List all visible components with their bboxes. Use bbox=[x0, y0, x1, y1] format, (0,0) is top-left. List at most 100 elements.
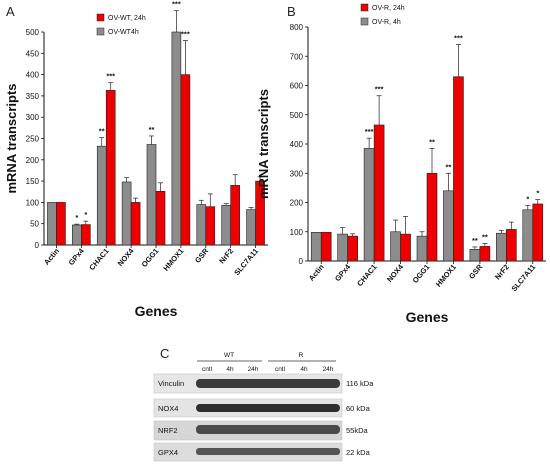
significance-label: ** bbox=[149, 125, 155, 134]
x-tick-label: Actin bbox=[42, 246, 61, 266]
significance-label: *** bbox=[106, 72, 115, 81]
y-tick-label: 200 bbox=[26, 156, 40, 165]
x-tick-label: OGG1 bbox=[411, 263, 432, 285]
lane-label: cntl bbox=[275, 366, 286, 373]
lane-label: 4h bbox=[300, 366, 308, 373]
blot-row-nox4: NOX4 60 kDa bbox=[153, 398, 371, 418]
bar bbox=[426, 172, 438, 262]
blot-protein-label: GPX4 bbox=[158, 448, 178, 457]
y-tick-label: 300 bbox=[290, 169, 304, 178]
bar bbox=[121, 181, 132, 246]
y-tick-label: 500 bbox=[26, 28, 40, 37]
bar bbox=[221, 205, 231, 246]
x-tick-label: SLC7A11 bbox=[232, 247, 260, 278]
significance-label: ** bbox=[446, 162, 452, 171]
legend-label: OV-R, 24h bbox=[372, 5, 405, 12]
bar bbox=[246, 209, 256, 246]
bar bbox=[390, 231, 401, 262]
y-tick-label: 700 bbox=[290, 52, 304, 61]
significance-label: *** bbox=[454, 34, 463, 43]
western-blot: WT R cntl 4h 24h cntl 4h 24h Vinculin 11… bbox=[153, 352, 374, 462]
y-tick-label: 250 bbox=[26, 135, 40, 144]
x-tick-label: NOX4 bbox=[116, 246, 137, 268]
x-tick-label: CHAC1 bbox=[87, 247, 111, 273]
bar bbox=[320, 232, 332, 262]
bar bbox=[56, 202, 66, 246]
significance-label: *** bbox=[172, 0, 181, 9]
bar bbox=[400, 233, 411, 262]
bar bbox=[180, 74, 191, 246]
x-axis-label: Genes bbox=[135, 303, 178, 319]
bar bbox=[105, 90, 116, 246]
legend-swatch bbox=[360, 17, 369, 26]
bar bbox=[47, 202, 57, 246]
y-tick-label: 300 bbox=[26, 113, 40, 122]
y-axis-label: mRNA transcripts bbox=[4, 83, 19, 193]
y-tick-label: 50 bbox=[30, 220, 39, 229]
x-tick-label: CHAC1 bbox=[355, 263, 379, 289]
bar bbox=[81, 224, 91, 246]
blot-protein-label: Vinculin bbox=[158, 379, 184, 388]
bar bbox=[522, 209, 534, 262]
significance-label: ** bbox=[482, 232, 488, 241]
significance-label: * bbox=[526, 194, 529, 203]
bar bbox=[310, 232, 322, 262]
panel-letter-c: C bbox=[160, 346, 169, 361]
blot-row-vinculin: Vinculin 116 kDa bbox=[153, 373, 374, 394]
x-tick-label: GPx4 bbox=[67, 246, 87, 267]
blot-size-label: 116 kDa bbox=[346, 379, 374, 388]
bar bbox=[130, 202, 141, 246]
panel-letter-a: A bbox=[6, 4, 15, 19]
significance-label: *** bbox=[365, 127, 374, 136]
blot-protein-label: NRF2 bbox=[158, 426, 178, 435]
y-tick-label: 100 bbox=[290, 228, 304, 237]
blot-row-gpx4: GPX4 22 kDa bbox=[153, 442, 371, 462]
bar bbox=[443, 190, 454, 262]
bar bbox=[96, 145, 107, 246]
bar bbox=[479, 246, 491, 262]
legend-swatch bbox=[360, 3, 369, 12]
x-axis-label: Genes bbox=[406, 309, 449, 325]
bar bbox=[363, 148, 375, 262]
significance-label: * bbox=[536, 189, 539, 198]
blot-size-label: 60 kDa bbox=[346, 404, 371, 413]
lane-label: 24h bbox=[248, 366, 259, 373]
blot-group-r: R bbox=[299, 352, 304, 359]
chart-a: 0 50 100 150 200 250 300 350 400 450 500 mRNA trans… bbox=[4, 0, 268, 319]
x-tick-label: NrF2 bbox=[217, 247, 235, 266]
significance-label: *** bbox=[181, 30, 190, 39]
bar bbox=[146, 144, 157, 246]
significance-label: ** bbox=[472, 236, 478, 245]
y-tick-label: 400 bbox=[26, 71, 40, 80]
x-tick-label: SLC7A11 bbox=[510, 263, 538, 294]
bar bbox=[373, 124, 385, 262]
y-axis-label: mRNA transcripts bbox=[256, 89, 271, 199]
bar bbox=[453, 76, 464, 262]
lane-label: 24h bbox=[323, 366, 334, 373]
significance-label: * bbox=[75, 213, 78, 222]
x-tick-label: Actin bbox=[307, 262, 326, 282]
legend-label: OV-WT, 24h bbox=[108, 15, 146, 22]
blot-protein-label: NOX4 bbox=[158, 404, 178, 413]
x-tick-label: GSR bbox=[467, 262, 485, 281]
bar bbox=[496, 232, 507, 262]
legend-label: OV-R, 4h bbox=[372, 19, 401, 26]
x-tick-label: OGG1 bbox=[140, 247, 161, 269]
significance-label: ** bbox=[99, 127, 105, 136]
y-tick-label: 800 bbox=[290, 23, 304, 32]
y-tick-label: 200 bbox=[290, 199, 304, 208]
bar bbox=[230, 185, 240, 246]
significance-label: *** bbox=[375, 85, 384, 94]
bar bbox=[205, 206, 216, 246]
lane-label: 4h bbox=[226, 366, 234, 373]
panel-letter-b: B bbox=[287, 4, 296, 19]
bar bbox=[72, 224, 82, 246]
y-tick-label: 400 bbox=[290, 140, 304, 149]
lane-label: cntl bbox=[202, 366, 213, 373]
bar bbox=[155, 191, 166, 246]
bar bbox=[171, 31, 182, 246]
x-tick-label: HMOX1 bbox=[434, 263, 458, 289]
legend-swatch bbox=[96, 27, 105, 36]
bar bbox=[506, 229, 517, 262]
